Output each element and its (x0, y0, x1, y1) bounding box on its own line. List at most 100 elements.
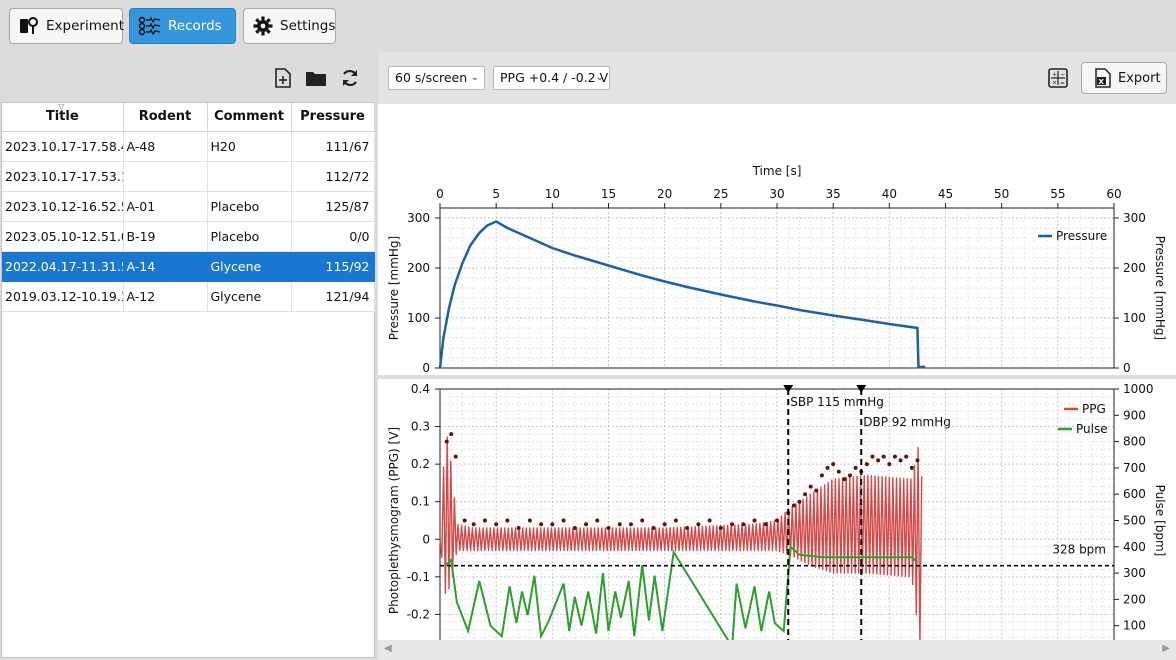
table-row[interactable]: 2023.10.17-17.53.18 112/72 (2, 161, 375, 192)
empty-cell (123, 461, 207, 491)
empty-cell (291, 401, 374, 431)
empty-cell (2, 461, 123, 491)
empty-row (2, 581, 374, 611)
ppg-range-select[interactable]: PPG +0.4 / -0.2 V ⌄ (493, 66, 610, 90)
empty-row (2, 311, 374, 341)
chart-toolbar: 60 s/screen ⌄ PPG +0.4 / -0.2 V ⌄ + − × = X… (378, 52, 1176, 104)
empty-row (2, 341, 374, 371)
empty-row (2, 551, 374, 581)
ppg-peak-point (831, 462, 836, 467)
empty-cell (207, 641, 291, 660)
cell-comment: Placebo (207, 221, 292, 252)
ppg-peak-point (864, 462, 869, 467)
cell-comment: Placebo (207, 191, 292, 222)
y-tick-label: 100 (407, 311, 430, 325)
empty-cell (207, 521, 291, 551)
records-toolbar (0, 52, 376, 102)
ppg-peak-point (539, 522, 544, 527)
ppg-peak-point (853, 465, 858, 470)
empty-cell (207, 371, 291, 401)
empty-cell (291, 311, 374, 341)
y-tick-label: 0.1 (411, 495, 430, 509)
ppg-peak-point (572, 526, 577, 531)
y-tick-label: -0.2 (407, 607, 430, 621)
empty-cell (123, 611, 207, 641)
cell-rodent: A-12 (123, 281, 208, 312)
empty-row (2, 491, 374, 521)
experiment-button[interactable]: Experiment (9, 8, 125, 44)
empty-cell (2, 341, 123, 371)
ppg-peak-point (505, 518, 510, 523)
ppg-peak-point (628, 522, 633, 527)
empty-row (2, 431, 374, 461)
horizontal-scrollbar[interactable]: ◀ ▶ (378, 640, 1176, 660)
cell-title: 2019.03.12-10.19.37 (2, 281, 124, 312)
y-axis-label-right: Pulse [bpm] (1153, 485, 1167, 557)
y-tick-label: 0.2 (411, 457, 430, 471)
empty-cell (2, 641, 123, 660)
empty-cell (123, 341, 207, 371)
x-tick-label: 30 (769, 187, 784, 201)
ppg-peak-point (752, 518, 757, 523)
column-header-pressure[interactable]: Pressure (291, 103, 375, 132)
ppg-peak-point (651, 526, 656, 531)
column-header-comment[interactable]: Comment (207, 103, 292, 132)
new-record-button[interactable] (272, 67, 294, 89)
y-tick-label-right: 200 (1123, 592, 1146, 606)
calculator-icon: + −× = (1048, 68, 1068, 88)
y-tick-label: 0.4 (411, 382, 430, 396)
settings-button[interactable]: Settings (243, 8, 336, 44)
ppg-peak-point (718, 526, 723, 531)
scroll-right-icon[interactable]: ▶ (1162, 643, 1170, 654)
column-header-title[interactable]: ▽ Title (2, 102, 124, 132)
cell-rodent (123, 161, 208, 192)
column-header-rodent[interactable]: Rodent (123, 103, 208, 132)
experiment-label: Experiment (46, 18, 125, 34)
ppg-range-value: PPG +0.4 / -0.2 V (500, 70, 609, 85)
ppg-peak-point (606, 526, 611, 531)
ppg-peak-point (453, 454, 458, 459)
top-toolbar: Experiment Records Settings (0, 0, 1176, 52)
ppg-peak-point (584, 522, 589, 527)
scroll-left-icon[interactable]: ◀ (384, 643, 392, 654)
empty-row (2, 371, 374, 401)
calculator-button[interactable]: + − × = (1048, 68, 1068, 88)
y-tick-label-right: 300 (1123, 566, 1146, 580)
ppg-peak-point (494, 522, 499, 527)
timebase-select[interactable]: 60 s/screen ⌄ (388, 66, 485, 90)
x-tick-label: 10 (545, 187, 560, 201)
charts-area: 0 5 10 15 20 25 30 35 40 45 50 55 60 Time [s] 0 0 100 100… (378, 104, 1176, 660)
empty-cell (2, 491, 123, 521)
empty-cell (207, 401, 291, 431)
x-tick-label: 60 (1106, 187, 1121, 201)
ppg-peak-point (449, 432, 454, 437)
empty-cell (291, 371, 374, 401)
empty-row (2, 521, 374, 551)
open-folder-button[interactable] (305, 67, 327, 89)
refresh-button[interactable] (339, 67, 361, 89)
records-button[interactable]: Records (129, 8, 236, 44)
empty-cell (123, 371, 207, 401)
empty-cell (291, 341, 374, 371)
table-header: ▽ Title Rodent Comment Pressure (2, 102, 375, 132)
cell-rodent: A-48 (123, 131, 208, 162)
empty-cell (123, 401, 207, 431)
legend-label-pulse: Pulse (1076, 422, 1108, 436)
empty-cell (2, 521, 123, 551)
ppg-peak-point (881, 454, 886, 459)
cell-pressure: 0/0 (291, 221, 375, 252)
ppg-peak-point (915, 458, 920, 463)
experiment-icon (18, 14, 40, 38)
records-panel: ▽ Title Rodent Comment Pressure 2023.10.1… (0, 52, 376, 660)
ppg-peak-point (617, 522, 622, 527)
empty-cell (207, 341, 291, 371)
cell-rodent: A-14 (123, 251, 208, 282)
export-button[interactable]: X Export (1081, 62, 1167, 94)
ppg-peak-point (763, 522, 768, 527)
ppg-peak-point (685, 526, 690, 531)
